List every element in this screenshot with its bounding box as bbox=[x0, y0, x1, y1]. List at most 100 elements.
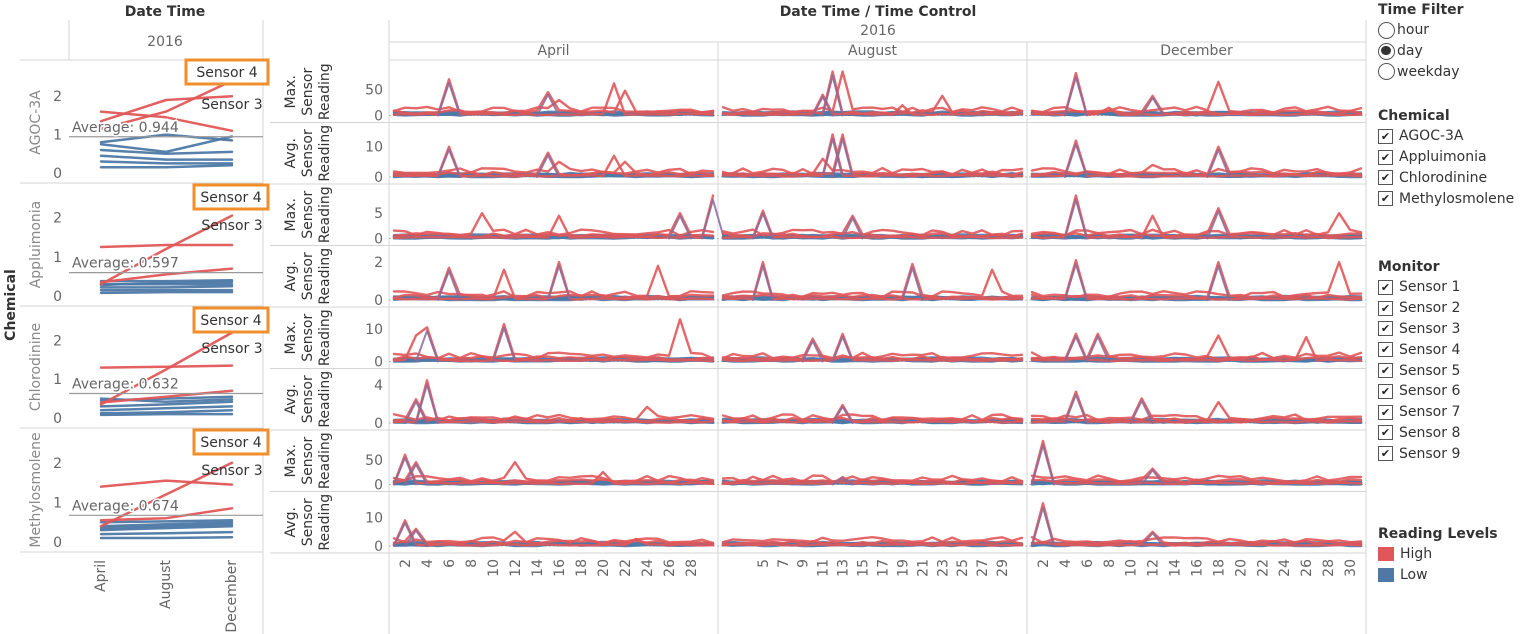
chemical-filter-item-agoc-3a[interactable]: ✔ AGOC-3A bbox=[1378, 126, 1514, 147]
grid-x-tick-august-25: 25 bbox=[955, 559, 971, 577]
month-header-december: December bbox=[1160, 43, 1233, 59]
monitor-filter-label-sensor-1: Sensor 1 bbox=[1399, 279, 1461, 296]
grid-overlap-peak-0 bbox=[536, 93, 560, 117]
chemical-filter-item-chlorodinine[interactable]: ✔ Chlorodinine bbox=[1378, 168, 1514, 189]
grid-high-line-5-april bbox=[392, 405, 715, 422]
grid-overlap-peak-2 bbox=[668, 214, 692, 240]
grid-overlap-peak-2 bbox=[1063, 198, 1088, 240]
monitor-filter-title: Monitor bbox=[1378, 259, 1440, 275]
grid-x-tick-december-30: 30 bbox=[1343, 559, 1359, 577]
grid-high-line-6-august bbox=[721, 474, 1024, 483]
monitor-filter-item-sensor-1[interactable]: ✔ Sensor 1 bbox=[1378, 277, 1460, 298]
grid-high-line-3-april bbox=[392, 266, 715, 300]
grid-high-line-4-december bbox=[1030, 334, 1363, 360]
radio-hour[interactable] bbox=[1378, 21, 1395, 39]
grid-x-tick-august-5: 5 bbox=[756, 559, 772, 568]
annotation-sensor3-2: Sensor 3 bbox=[201, 341, 262, 357]
time-filter-option-weekday[interactable]: weekday bbox=[1378, 62, 1464, 83]
grid-overlap-peak-6 bbox=[393, 456, 417, 486]
grid-y-tick-0-1: 0 bbox=[374, 109, 383, 125]
monitor-checkbox-sensor-4[interactable]: ✔ bbox=[1378, 342, 1393, 358]
grid-high-line-3-august bbox=[721, 268, 1024, 299]
monitor-checkbox-sensor-1[interactable]: ✔ bbox=[1378, 279, 1393, 295]
monitor-checkbox-sensor-7[interactable]: ✔ bbox=[1378, 404, 1393, 420]
monitor-checkbox-sensor-9[interactable]: ✔ bbox=[1378, 446, 1393, 462]
monitor-filter-item-sensor-8[interactable]: ✔ Sensor 8 bbox=[1378, 423, 1460, 444]
time-filter-option-day[interactable]: day bbox=[1378, 41, 1464, 62]
grid-overlap-peak-7 bbox=[393, 522, 417, 547]
left-average-label-2: Average: 0.632 bbox=[72, 376, 179, 392]
legend-item-high[interactable]: High bbox=[1378, 544, 1498, 565]
grid-y-tick-0-0: 50 bbox=[365, 83, 383, 99]
left-series-high-0 bbox=[99, 79, 234, 131]
grid-overlap-peak-5 bbox=[1129, 399, 1154, 424]
grid-high-line-1-august bbox=[721, 133, 1024, 178]
left-header-title: Date Time bbox=[125, 4, 206, 20]
chemical-checkbox-appluimonia[interactable]: ✔ bbox=[1378, 149, 1393, 165]
grid-high-line-5-december bbox=[1030, 400, 1363, 422]
left-series-high-3 bbox=[99, 479, 234, 488]
radio-weekday[interactable] bbox=[1378, 63, 1395, 81]
measure-label-1-2: Reading bbox=[317, 125, 333, 182]
time-filter-label-weekday: weekday bbox=[1397, 63, 1460, 80]
left-series-high-1 bbox=[99, 267, 234, 284]
chemical-filter-item-appluimonia[interactable]: ✔ Appluimonia bbox=[1378, 147, 1514, 168]
grid-overlap-peak-4 bbox=[1085, 335, 1110, 363]
grid-overlap-peak-4 bbox=[415, 329, 439, 363]
grid-x-tick-april-28: 28 bbox=[684, 559, 700, 577]
monitor-checkbox-sensor-3[interactable]: ✔ bbox=[1378, 321, 1393, 337]
reading-levels-legend: Reading Levels High Low bbox=[1378, 526, 1498, 586]
grid-x-tick-april-22: 22 bbox=[618, 559, 634, 577]
grid-overlap-peak-0 bbox=[811, 95, 834, 117]
left-average-label-3: Average: 0.674 bbox=[72, 498, 179, 514]
grid-y-tick-3-0: 2 bbox=[374, 255, 383, 271]
grid-high-line-7-august bbox=[721, 536, 1024, 544]
grid-overlap-peak-5 bbox=[404, 400, 428, 424]
chemical-filter-item-methylosmolene[interactable]: ✔ Methylosmolene bbox=[1378, 188, 1514, 209]
monitor-filter-item-sensor-7[interactable]: ✔ Sensor 7 bbox=[1378, 402, 1460, 423]
monitor-checkbox-sensor-6[interactable]: ✔ bbox=[1378, 383, 1393, 399]
grid-x-tick-august-21: 21 bbox=[915, 559, 931, 577]
monitor-filter-item-sensor-2[interactable]: ✔ Sensor 2 bbox=[1378, 298, 1460, 319]
grid-high-line-2-april bbox=[392, 211, 715, 237]
grid-overlap-peak-1 bbox=[1063, 143, 1088, 178]
legend-item-low[interactable]: Low bbox=[1378, 565, 1498, 586]
measure-label-1-1: Sensor bbox=[300, 129, 316, 177]
time-filter-label-hour: hour bbox=[1397, 22, 1430, 39]
grid-x-tick-august-29: 29 bbox=[995, 559, 1011, 577]
monitor-filter-label-sensor-4: Sensor 4 bbox=[1399, 341, 1461, 358]
monitor-filter-label-sensor-3: Sensor 3 bbox=[1399, 320, 1461, 337]
monitor-checkbox-sensor-2[interactable]: ✔ bbox=[1378, 300, 1393, 316]
grid-high-line-2-april bbox=[392, 194, 715, 240]
left-series-low-0 bbox=[99, 154, 234, 161]
left-series-high-0 bbox=[99, 94, 234, 123]
monitor-filter-item-sensor-4[interactable]: ✔ Sensor 4 bbox=[1378, 339, 1460, 360]
grid-high-line-7-december bbox=[1030, 536, 1363, 544]
grid-overlap-peak-3 bbox=[547, 264, 571, 301]
measure-label-3-1: Sensor bbox=[300, 252, 316, 300]
chemical-checkbox-agoc-3a[interactable]: ✔ bbox=[1378, 128, 1393, 144]
chemical-filter-label-appluimonia: Appluimonia bbox=[1399, 149, 1487, 166]
time-filter-option-hour[interactable]: hour bbox=[1378, 20, 1464, 41]
grid-high-line-4-december bbox=[1030, 332, 1363, 361]
chemical-checkbox-methylosmolene[interactable]: ✔ bbox=[1378, 191, 1393, 207]
monitor-checkbox-sensor-8[interactable]: ✔ bbox=[1378, 425, 1393, 441]
monitor-filter-item-sensor-6[interactable]: ✔ Sensor 6 bbox=[1378, 381, 1460, 402]
grid-high-line-6-april bbox=[392, 461, 715, 483]
left-row-label-3: Methylosmolene bbox=[28, 432, 44, 547]
chemical-checkbox-chlorodinine[interactable]: ✔ bbox=[1378, 170, 1393, 186]
monitor-checkbox-sensor-5[interactable]: ✔ bbox=[1378, 363, 1393, 379]
monitor-filter-item-sensor-5[interactable]: ✔ Sensor 5 bbox=[1378, 360, 1460, 381]
left-series-low-1 bbox=[99, 290, 234, 295]
left-y-tick-2-2: 2 bbox=[53, 333, 62, 349]
monitor-filter-item-sensor-3[interactable]: ✔ Sensor 3 bbox=[1378, 319, 1460, 340]
grid-y-tick-2-0: 5 bbox=[374, 206, 383, 222]
left-x-tick-december: December bbox=[224, 560, 240, 633]
monitor-filter-item-sensor-9[interactable]: ✔ Sensor 9 bbox=[1378, 443, 1460, 464]
grid-high-line-2-december bbox=[1030, 211, 1363, 237]
left-y-tick-1-0: 0 bbox=[53, 289, 62, 305]
grid-x-tick-august-9: 9 bbox=[796, 559, 812, 568]
monitor-filter-label-sensor-5: Sensor 5 bbox=[1399, 362, 1461, 379]
radio-day[interactable] bbox=[1378, 42, 1395, 60]
grid-overlap-peak-5 bbox=[831, 405, 854, 424]
